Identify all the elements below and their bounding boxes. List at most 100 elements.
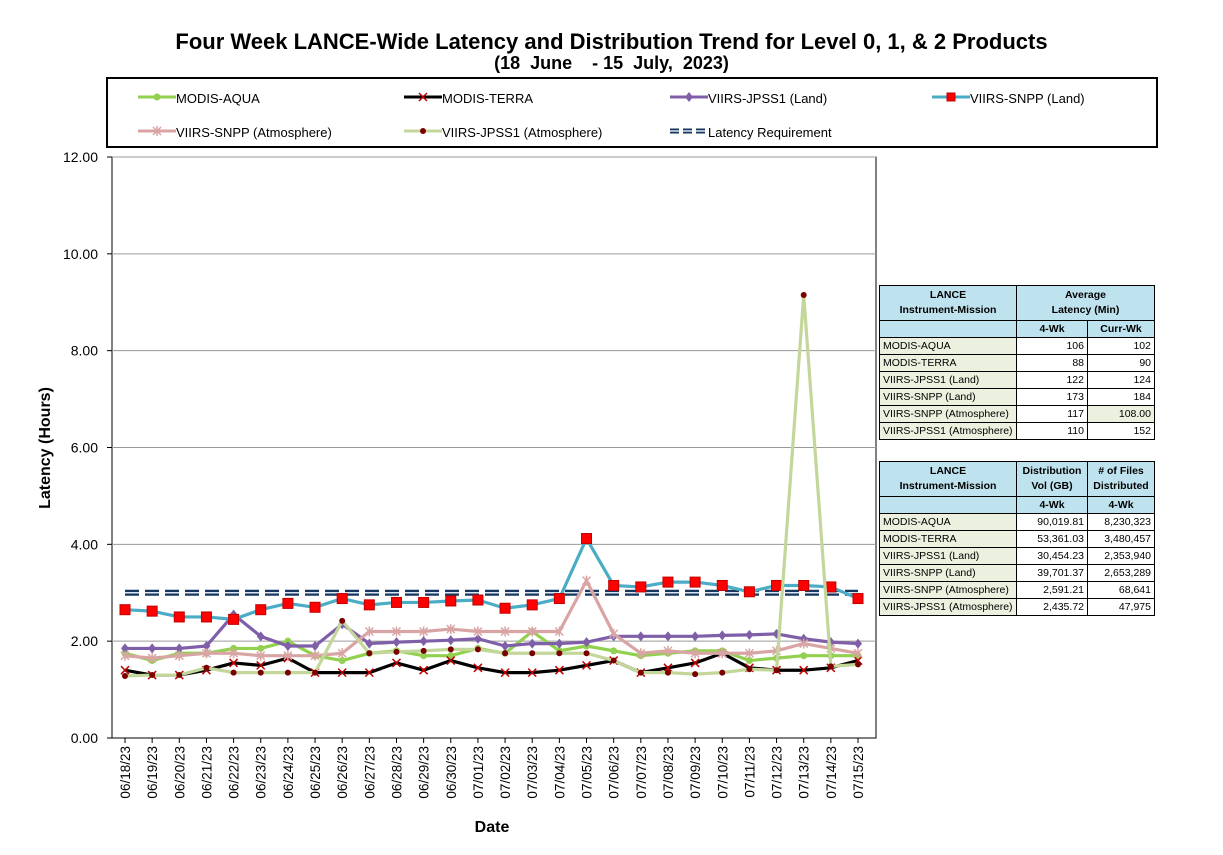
data-point bbox=[502, 650, 509, 657]
series-line bbox=[124, 536, 859, 621]
x-tick-label: 06/24/23 bbox=[281, 746, 296, 799]
table-row: MODIS-TERRA 88 90 bbox=[879, 354, 1155, 372]
series-line bbox=[124, 293, 859, 678]
data-point bbox=[855, 661, 861, 668]
latency-table-header-latency: Average Latency (Min) bbox=[1016, 285, 1155, 321]
data-point bbox=[419, 665, 429, 675]
latency-table-sub-4wk: 4-Wk bbox=[1016, 320, 1088, 338]
row-curr: 184 bbox=[1087, 388, 1155, 406]
data-point bbox=[555, 638, 564, 649]
data-point bbox=[581, 575, 592, 586]
data-point bbox=[637, 669, 644, 676]
row-name: VIIRS-SNPP (Atmosphere) bbox=[879, 581, 1017, 599]
series-modis-terra bbox=[120, 648, 863, 680]
data-point bbox=[122, 673, 128, 680]
data-point bbox=[556, 650, 563, 657]
row-vol: 2,591.21 bbox=[1016, 581, 1088, 599]
row-4wk: 173 bbox=[1016, 388, 1088, 406]
row-name: VIIRS-SNPP (Land) bbox=[879, 388, 1017, 406]
data-point bbox=[420, 647, 427, 654]
x-tick-label: 07/10/23 bbox=[715, 746, 730, 799]
legend-label: VIIRS-JPSS1 (Land) bbox=[708, 91, 828, 106]
row-curr: 124 bbox=[1087, 371, 1155, 389]
data-point bbox=[309, 601, 321, 613]
data-point bbox=[257, 669, 264, 676]
data-point bbox=[446, 656, 456, 666]
x-tick-label: 06/21/23 bbox=[199, 746, 214, 799]
row-curr: 102 bbox=[1087, 337, 1155, 355]
data-point bbox=[825, 581, 837, 593]
row-name: MODIS-AQUA bbox=[879, 513, 1017, 531]
data-point bbox=[610, 657, 617, 664]
row-name: MODIS-TERRA bbox=[879, 530, 1017, 548]
data-point bbox=[744, 648, 754, 659]
data-point bbox=[501, 641, 510, 652]
data-point bbox=[745, 629, 754, 640]
data-point bbox=[419, 636, 428, 647]
data-point bbox=[257, 644, 265, 652]
row-name: VIIRS-JPSS1 (Land) bbox=[879, 371, 1017, 389]
data-point bbox=[663, 645, 673, 656]
data-point bbox=[283, 650, 293, 661]
data-point bbox=[391, 658, 402, 668]
series-viirs-snpp-land bbox=[119, 533, 864, 625]
data-point bbox=[554, 626, 564, 637]
data-point bbox=[311, 641, 320, 652]
row-vol: 90,019.81 bbox=[1016, 513, 1088, 531]
table-row: MODIS-AQUA 106 102 bbox=[879, 337, 1155, 355]
x-tick-label: 07/08/23 bbox=[661, 746, 676, 799]
distribution-table-header-mission: LANCE Instrument-Mission bbox=[879, 461, 1017, 497]
row-4wk: 106 bbox=[1016, 337, 1088, 355]
data-point bbox=[500, 626, 510, 637]
x-tick-label: 06/28/23 bbox=[389, 746, 404, 799]
row-files: 2,653,289 bbox=[1087, 564, 1155, 582]
data-point bbox=[337, 668, 347, 678]
data-point bbox=[339, 617, 346, 624]
data-point bbox=[473, 663, 483, 673]
x-tick-label: 07/01/23 bbox=[471, 746, 486, 799]
data-point bbox=[149, 672, 156, 679]
row-curr: 152 bbox=[1087, 422, 1155, 440]
data-point bbox=[854, 638, 862, 649]
data-point bbox=[690, 658, 700, 668]
data-point bbox=[363, 599, 375, 611]
x-tick-label: 06/23/23 bbox=[254, 746, 269, 799]
x-tick-label: 07/14/23 bbox=[824, 746, 839, 799]
table-row: VIIRS-SNPP (Land) 39,701.37 2,653,289 bbox=[879, 564, 1155, 582]
data-point bbox=[230, 669, 237, 676]
y-tick-label: 2.00 bbox=[71, 633, 98, 649]
x-tick-label: 06/30/23 bbox=[444, 746, 459, 799]
data-point bbox=[419, 626, 429, 637]
row-4wk: 117 bbox=[1016, 405, 1088, 423]
data-point bbox=[800, 291, 807, 298]
data-point bbox=[689, 576, 701, 588]
table-row: MODIS-TERRA 53,361.03 3,480,457 bbox=[879, 530, 1155, 548]
y-tick-label: 4.00 bbox=[71, 536, 98, 552]
table-row: VIIRS-JPSS1 (Atmosphere) 110 152 bbox=[879, 422, 1155, 440]
row-files: 68,641 bbox=[1087, 581, 1155, 599]
row-4wk: 122 bbox=[1016, 371, 1088, 389]
data-point bbox=[120, 665, 130, 675]
table-row: VIIRS-JPSS1 (Land) 30,454.23 2,353,940 bbox=[879, 547, 1155, 565]
row-files: 47,975 bbox=[1087, 598, 1155, 616]
data-point bbox=[553, 593, 565, 605]
data-point bbox=[255, 604, 267, 616]
row-4wk: 88 bbox=[1016, 354, 1088, 372]
row-curr: 90 bbox=[1087, 354, 1155, 372]
data-point bbox=[608, 579, 620, 591]
x-tick-label: 06/22/23 bbox=[227, 746, 242, 799]
data-point bbox=[200, 611, 212, 623]
data-point bbox=[474, 646, 481, 653]
x-tick-label: 07/07/23 bbox=[634, 746, 649, 799]
row-name: VIIRS-JPSS1 (Land) bbox=[879, 547, 1017, 565]
row-vol: 30,454.23 bbox=[1016, 547, 1088, 565]
data-point bbox=[691, 631, 700, 642]
data-point bbox=[390, 596, 402, 608]
data-point bbox=[336, 593, 348, 605]
data-point bbox=[283, 641, 292, 652]
legend-label: MODIS-AQUA bbox=[176, 91, 260, 106]
data-point bbox=[393, 648, 400, 655]
data-point bbox=[256, 650, 266, 661]
x-tick-label: 07/15/23 bbox=[851, 746, 866, 799]
